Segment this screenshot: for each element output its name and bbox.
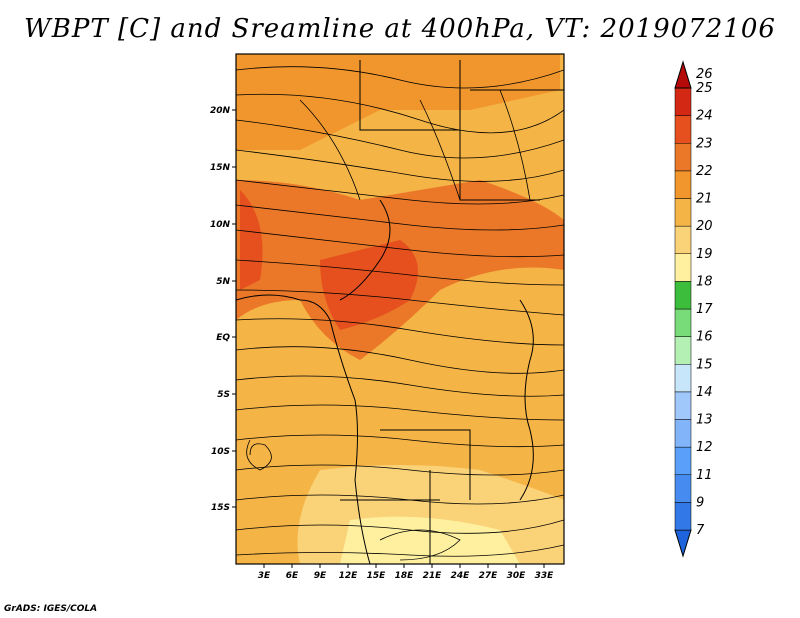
lat-label: 15S <box>211 503 230 513</box>
colorbar-swatch <box>674 308 692 337</box>
colorbar-label: 24 <box>696 109 713 124</box>
colorbar-label: 19 <box>696 247 713 262</box>
colorbar-label: 18 <box>696 274 713 289</box>
map-frame <box>235 53 565 565</box>
lat-label: EQ <box>216 333 230 343</box>
lat-label: 15N <box>210 163 231 173</box>
lon-label: 9E <box>314 571 327 581</box>
colorbar-label: 13 <box>696 413 713 428</box>
lon-label: 21E <box>423 571 443 581</box>
colorbar-label: 17 <box>696 302 713 317</box>
lon-label: 12E <box>339 571 359 581</box>
lat-label: 10S <box>211 447 230 457</box>
streamlines <box>236 66 564 561</box>
lon-label: 18E <box>395 571 415 581</box>
colorbar-label: 14 <box>696 385 713 400</box>
colorbar-swatch <box>674 281 692 310</box>
chart-title: WBPT [C] and Sreamline at 400hPa, VT: 20… <box>24 14 776 44</box>
colorbar-swatch <box>674 529 692 558</box>
colorbar-swatch <box>674 87 692 116</box>
lat-label: 5S <box>217 390 230 400</box>
colorbar-swatch <box>674 115 692 144</box>
colorbar-swatch <box>674 143 692 172</box>
country-borders <box>236 60 564 564</box>
colorbar-label: 26 <box>696 67 713 82</box>
lon-label: 24E <box>451 571 471 581</box>
lon-axis: 3E 6E 9E 12E 15E 18E 21E 24E 27E 30E 33E <box>258 564 554 581</box>
colorbar-label: 22 <box>696 164 713 179</box>
lon-label: 3E <box>258 571 271 581</box>
colorbar-swatch <box>674 336 692 365</box>
colorbar-swatch <box>674 446 692 475</box>
lon-label: 6E <box>286 571 299 581</box>
colorbar-swatch <box>674 253 692 282</box>
lat-axis: 20N 15N 10N 5N EQ 5S 10S 15S <box>210 106 236 513</box>
colorbar-swatch <box>674 170 692 199</box>
credit-label: GrADS: IGES/COLA <box>4 604 98 614</box>
colorbar-swatch <box>674 502 692 531</box>
colorbar-swatch <box>674 364 692 393</box>
lat-label: 10N <box>210 220 231 230</box>
colorbar-swatch <box>674 391 692 420</box>
lon-label: 33E <box>535 571 555 581</box>
colorbar-label: 7 <box>696 523 705 538</box>
colorbar-label: 11 <box>696 468 713 483</box>
lon-label: 27E <box>479 571 499 581</box>
colorbar-label: 23 <box>696 136 713 151</box>
colorbar-label: 20 <box>696 219 713 234</box>
colorbar-swatch <box>674 198 692 227</box>
lon-label: 30E <box>507 571 527 581</box>
wbpt-shading <box>236 54 564 564</box>
colorbar-label: 21 <box>696 192 713 207</box>
lon-label: 15E <box>367 571 387 581</box>
colorbar-swatch <box>674 419 692 448</box>
colorbar-label: 12 <box>696 440 713 455</box>
colorbar-label: 9 <box>696 495 704 510</box>
lat-label: 20N <box>210 106 231 116</box>
colorbar-swatch <box>674 225 692 254</box>
colorbar-swatch <box>674 474 692 503</box>
lat-label: 5N <box>216 277 230 287</box>
colorbar-label: 16 <box>696 330 713 345</box>
colorbar-label: 25 <box>696 81 713 96</box>
colorbar-swatch <box>674 60 692 89</box>
colorbar-label: 15 <box>696 357 713 372</box>
